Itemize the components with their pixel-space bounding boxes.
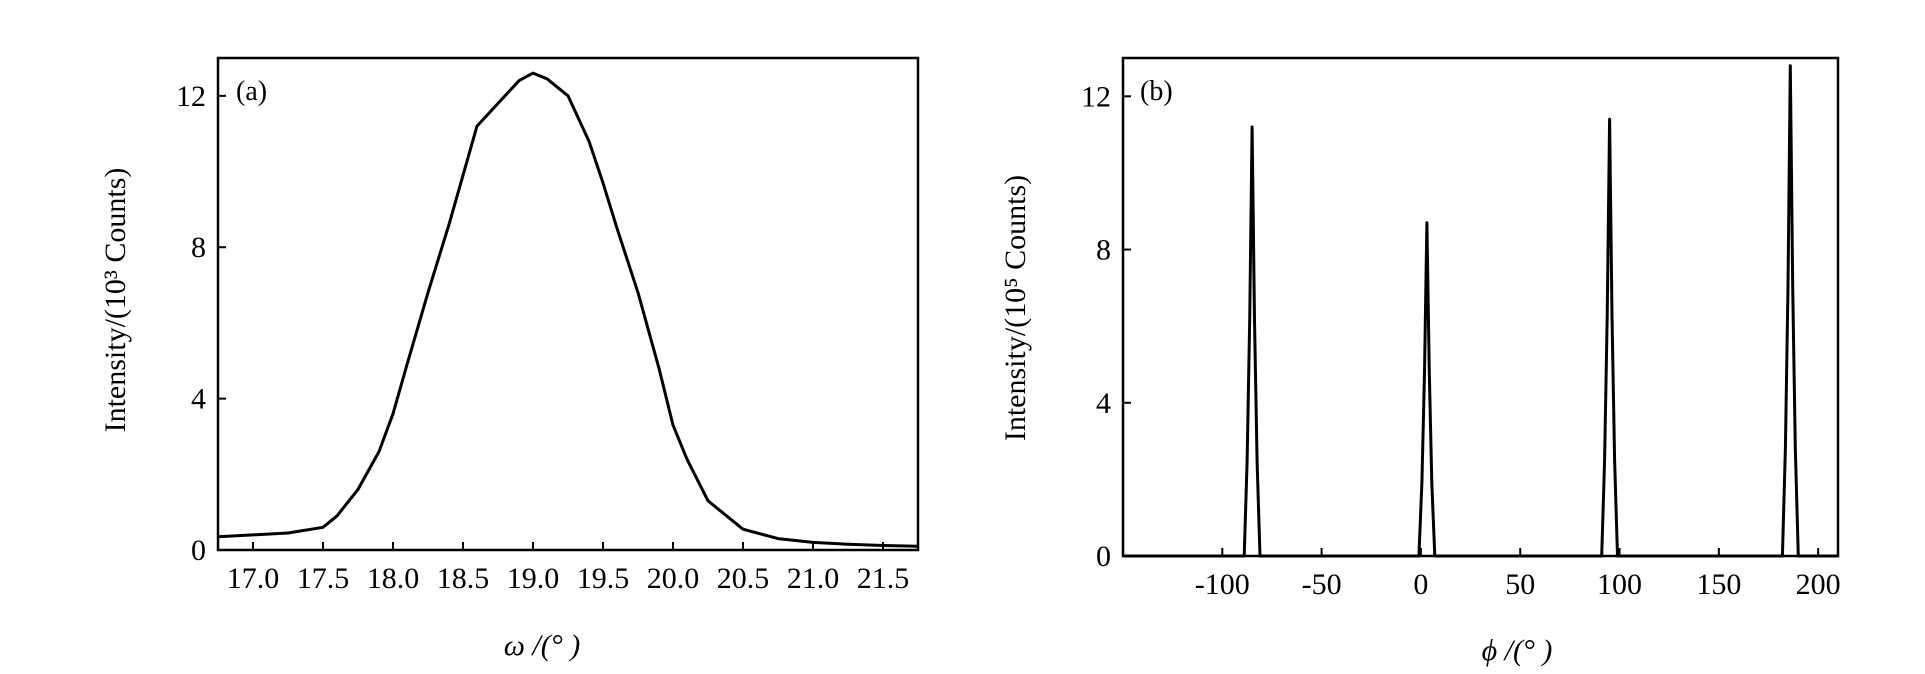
x-tick-label-b: 150: [1696, 568, 1741, 601]
y-axis-title-a: Intensity/(10³ Counts): [99, 168, 132, 433]
series-group-b: [1123, 64, 1838, 558]
y-tick-label-a: 12: [176, 80, 206, 113]
plot-frame-a: [216, 56, 920, 552]
y-tick-label-b: 12: [1081, 80, 1111, 113]
tick-labels-a: 17.0 17.5 18.0 18.5 19.0 19.5 20.0 20.5 21.0 21.5…: [176, 80, 909, 595]
panel-label-a: (a): [236, 76, 267, 107]
x-tick-label-b: 0: [1413, 568, 1428, 601]
y-tick-label-b: 8: [1096, 234, 1111, 267]
plot-frame-b: [1121, 56, 1840, 558]
x-tick-label-a: 20.0: [647, 562, 700, 595]
y-tick-label-a: 4: [191, 383, 206, 416]
x-tick-label-b: -50: [1302, 568, 1342, 601]
tick-labels-b: -100 -50 0 50 100 150 200 0 4 8 12: [1081, 80, 1841, 601]
x-axis-title-b: ϕ /(° ): [1482, 634, 1553, 667]
y-tick-label-a: 0: [191, 534, 206, 567]
y-axis-title-b: Intensity/(10⁵ Counts): [999, 175, 1032, 441]
x-tick-label-b: 200: [1796, 568, 1841, 601]
x-tick-label-a: 19.0: [507, 562, 560, 595]
x-tick-label-a: 21.5: [857, 562, 910, 595]
x-tick-label-a: 21.0: [787, 562, 840, 595]
series-line-b-0: [1123, 64, 1838, 558]
x-tick-label-a: 17.5: [297, 562, 350, 595]
chart-panel-a: 17.0 17.5 18.0 18.5 19.0 19.5 20.0 20.5 21.0 21.5…: [99, 56, 920, 662]
x-tick-label-b: 100: [1597, 568, 1642, 601]
x-tick-label-a: 20.5: [717, 562, 770, 595]
y-tick-label-b: 4: [1096, 387, 1111, 420]
y-tick-label-b: 0: [1096, 540, 1111, 573]
chart-panel-b: -100 -50 0 50 100 150 200 0 4 8 12 (b) ϕ /(° ) Int…: [999, 56, 1841, 667]
panel-label-b: (b): [1140, 76, 1173, 107]
x-tick-label-b: -100: [1195, 568, 1250, 601]
axis-ticks-a: [218, 94, 884, 551]
x-tick-label-a: 18.0: [367, 562, 420, 595]
axis-ticks-b: [1123, 95, 1820, 557]
y-tick-label-a: 8: [191, 231, 206, 264]
x-tick-label-a: 17.0: [227, 562, 280, 595]
x-tick-label-b: 50: [1505, 568, 1535, 601]
x-tick-label-a: 19.5: [577, 562, 630, 595]
series-group-a: [217, 71, 919, 548]
x-axis-title-a: ω /(° ): [504, 629, 581, 662]
series-line-a-0: [217, 71, 919, 548]
x-tick-label-a: 18.5: [437, 562, 490, 595]
